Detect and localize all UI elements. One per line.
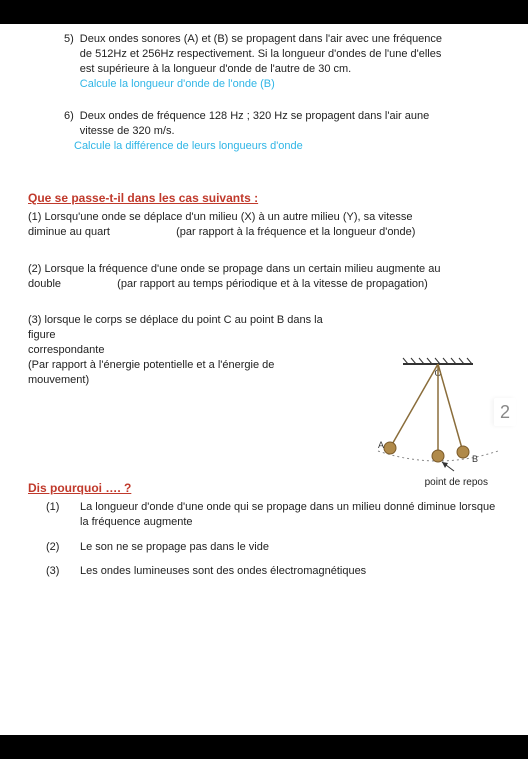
page-number: 2 xyxy=(494,398,516,426)
section1-title: Que se passe-t-il dans les cas suivants … xyxy=(28,190,500,206)
why1-num: (1) xyxy=(46,500,80,530)
q1-line1: (1) Lorsqu'une onde se déplace d'un mili… xyxy=(28,210,500,225)
why-item-2: (2) Le son ne se propage pas dans le vid… xyxy=(46,540,269,555)
q3-line3: (Par rapport à l'énergie potentielle et … xyxy=(28,358,338,388)
ex6-line1: Deux ondes de fréquence 128 Hz ; 320 Hz … xyxy=(80,109,429,124)
why2-num: (2) xyxy=(46,540,80,555)
q1-line2a: diminue au quart xyxy=(28,226,110,238)
ex5-line2: de 512Hz et 256Hz respectivement. Si la … xyxy=(80,47,442,62)
exercise-6: 6) Deux ondes de fréquence 128 Hz ; 320 … xyxy=(28,109,500,154)
why-item-1: (1) La longueur d'onde d'une onde qui se… xyxy=(46,500,500,530)
question-2: (2) Lorsque la fréquence d'une onde se p… xyxy=(28,262,500,292)
exercise-5: 5) Deux ondes sonores (A) et (B) se prop… xyxy=(28,32,500,91)
why3-num: (3) xyxy=(46,564,80,579)
figure-caption: point de repos xyxy=(425,476,488,490)
top-black-bar xyxy=(0,0,528,24)
question-1: (1) Lorsqu'une onde se déplace d'un mili… xyxy=(28,210,500,240)
ex5-line3: est supérieure à la longueur d'onde de l… xyxy=(80,62,442,77)
ex5-number: 5) xyxy=(64,32,80,91)
ex5-task: Calcule la longueur d'onde de l'onde (B) xyxy=(80,77,442,92)
ex6-number: 6) xyxy=(64,109,80,139)
fig-label-a: A xyxy=(378,440,384,450)
question-3: (3) lorsque le corps se déplace du point… xyxy=(28,313,338,387)
pendulum-svg: O A B xyxy=(368,356,508,476)
bottom-black-bar xyxy=(0,735,528,759)
fig-label-b: B xyxy=(472,454,478,464)
q2-line1: (2) Lorsque la fréquence d'une onde se p… xyxy=(28,262,500,277)
q3-line1: (3) lorsque le corps se déplace du point… xyxy=(28,313,338,343)
ex6-task: Calcule la différence de leurs longueurs… xyxy=(64,139,500,154)
q2-line2b: (par rapport au temps périodique et à la… xyxy=(117,278,428,290)
why-item-3: (3) Les ondes lumineuses sont des ondes … xyxy=(46,564,366,579)
ex6-line2: vitesse de 320 m/s. xyxy=(80,124,429,139)
why3-text: Les ondes lumineuses sont des ondes élec… xyxy=(80,564,366,579)
q2-line2a: double xyxy=(28,278,61,290)
ex5-line1: Deux ondes sonores (A) et (B) se propage… xyxy=(80,32,442,47)
why1-text: La longueur d'onde d'une onde qui se pro… xyxy=(80,500,500,530)
pendulum-figure: O A B xyxy=(368,356,508,481)
q3-line2: correspondante xyxy=(28,343,338,358)
why2-text: Le son ne se propage pas dans le vide xyxy=(80,540,269,555)
q1-line2b: (par rapport à la fréquence et la longue… xyxy=(176,226,415,238)
